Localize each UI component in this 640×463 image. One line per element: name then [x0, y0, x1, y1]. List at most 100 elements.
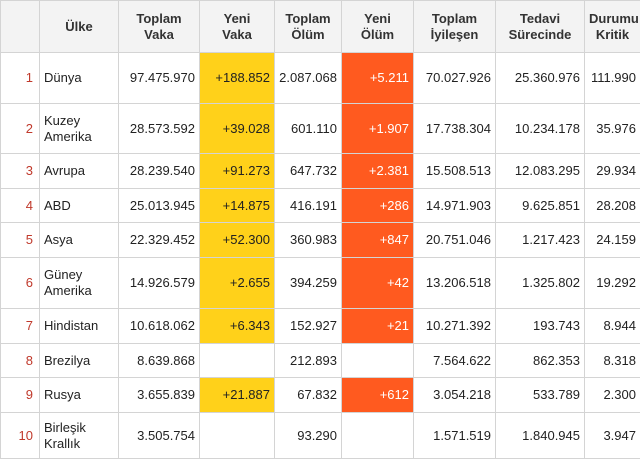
- new-cases-cell: [199, 412, 275, 459]
- total-cases-cell: 14.926.579: [118, 257, 200, 309]
- active-cases-cell: 25.360.976: [495, 52, 585, 104]
- new-cases-cell: +21.887: [199, 377, 275, 413]
- total-recovered-cell: 17.738.304: [413, 103, 496, 154]
- country-name: Dünya: [39, 52, 119, 104]
- active-cases-cell: 1.217.423: [495, 222, 585, 258]
- total-recovered-cell: 20.751.046: [413, 222, 496, 258]
- total-recovered-cell: 13.206.518: [413, 257, 496, 309]
- header-index[interactable]: [0, 0, 40, 53]
- total-deaths-cell: 601.110: [274, 103, 342, 154]
- row-index: 4: [0, 188, 40, 223]
- new-deaths-cell: +847: [341, 222, 414, 258]
- new-cases-cell: +52.300: [199, 222, 275, 258]
- critical-cases-cell: 29.934: [584, 153, 640, 189]
- new-cases-cell: [199, 343, 275, 378]
- active-cases-cell: 1.325.802: [495, 257, 585, 309]
- header-country[interactable]: Ülke: [39, 0, 119, 53]
- total-cases-cell: 8.639.868: [118, 343, 200, 378]
- critical-cases-cell: 24.159: [584, 222, 640, 258]
- header-new-cases[interactable]: Yeni Vaka: [199, 0, 275, 53]
- critical-cases-cell: 2.300: [584, 377, 640, 413]
- row-index: 10: [0, 412, 40, 459]
- country-name: Brezilya: [39, 343, 119, 378]
- header-row: Ülke Toplam Vaka Yeni Vaka Toplam Ölüm Yeni…: [0, 0, 640, 53]
- new-deaths-cell: +612: [341, 377, 414, 413]
- total-deaths-cell: 152.927: [274, 308, 342, 344]
- new-deaths-cell: +1.907: [341, 103, 414, 154]
- total-deaths-cell: 93.290: [274, 412, 342, 459]
- total-cases-cell: 25.013.945: [118, 188, 200, 223]
- header-total-recovered[interactable]: Toplam İyileşen: [413, 0, 496, 53]
- new-deaths-cell: [341, 343, 414, 378]
- new-deaths-cell: +286: [341, 188, 414, 223]
- total-deaths-cell: 212.893: [274, 343, 342, 378]
- row-index: 2: [0, 103, 40, 154]
- critical-cases-cell: 111.990: [584, 52, 640, 104]
- header-critical[interactable]: Durumu Kritik: [584, 0, 640, 53]
- country-name: Asya: [39, 222, 119, 258]
- row-index: 7: [0, 308, 40, 344]
- total-deaths-cell: 360.983: [274, 222, 342, 258]
- header-new-deaths[interactable]: Yeni Ölüm: [341, 0, 414, 53]
- row-index: 6: [0, 257, 40, 309]
- country-name: Kuzey Amerika: [39, 103, 119, 154]
- total-recovered-cell: 3.054.218: [413, 377, 496, 413]
- active-cases-cell: 193.743: [495, 308, 585, 344]
- total-cases-cell: 3.505.754: [118, 412, 200, 459]
- total-recovered-cell: 1.571.519: [413, 412, 496, 459]
- row-index: 5: [0, 222, 40, 258]
- total-cases-cell: 28.239.540: [118, 153, 200, 189]
- new-deaths-cell: [341, 412, 414, 459]
- table-row: 6 Güney Amerika 14.926.579 +2.655 394.25…: [0, 257, 640, 309]
- table-row: 8 Brezilya 8.639.868 212.893 7.564.622 8…: [0, 343, 640, 378]
- country-name: Rusya: [39, 377, 119, 413]
- row-index: 9: [0, 377, 40, 413]
- header-total-deaths[interactable]: Toplam Ölüm: [274, 0, 342, 53]
- table-row: 7 Hindistan 10.618.062 +6.343 152.927 +2…: [0, 308, 640, 344]
- header-active[interactable]: Tedavi Sürecinde: [495, 0, 585, 53]
- total-recovered-cell: 7.564.622: [413, 343, 496, 378]
- new-cases-cell: +6.343: [199, 308, 275, 344]
- table-row: 4 ABD 25.013.945 +14.875 416.191 +286 14…: [0, 188, 640, 223]
- new-deaths-cell: +42: [341, 257, 414, 309]
- active-cases-cell: 1.840.945: [495, 412, 585, 459]
- active-cases-cell: 9.625.851: [495, 188, 585, 223]
- critical-cases-cell: 35.976: [584, 103, 640, 154]
- table-row: 2 Kuzey Amerika 28.573.592 +39.028 601.1…: [0, 103, 640, 154]
- country-name: Avrupa: [39, 153, 119, 189]
- row-index: 8: [0, 343, 40, 378]
- total-deaths-cell: 67.832: [274, 377, 342, 413]
- total-recovered-cell: 10.271.392: [413, 308, 496, 344]
- country-name: Hindistan: [39, 308, 119, 344]
- total-cases-cell: 22.329.452: [118, 222, 200, 258]
- total-cases-cell: 28.573.592: [118, 103, 200, 154]
- active-cases-cell: 862.353: [495, 343, 585, 378]
- country-name: ABD: [39, 188, 119, 223]
- table-row: 10 Birleşik Krallık 3.505.754 93.290 1.5…: [0, 412, 640, 459]
- total-recovered-cell: 14.971.903: [413, 188, 496, 223]
- new-deaths-cell: +21: [341, 308, 414, 344]
- total-cases-cell: 10.618.062: [118, 308, 200, 344]
- active-cases-cell: 12.083.295: [495, 153, 585, 189]
- new-cases-cell: +91.273: [199, 153, 275, 189]
- table-row: 5 Asya 22.329.452 +52.300 360.983 +847 2…: [0, 222, 640, 258]
- new-deaths-cell: +2.381: [341, 153, 414, 189]
- total-deaths-cell: 647.732: [274, 153, 342, 189]
- active-cases-cell: 533.789: [495, 377, 585, 413]
- critical-cases-cell: 19.292: [584, 257, 640, 309]
- new-deaths-cell: +5.211: [341, 52, 414, 104]
- critical-cases-cell: 28.208: [584, 188, 640, 223]
- total-deaths-cell: 416.191: [274, 188, 342, 223]
- critical-cases-cell: 8.944: [584, 308, 640, 344]
- row-index: 3: [0, 153, 40, 189]
- total-cases-cell: 97.475.970: [118, 52, 200, 104]
- new-cases-cell: +14.875: [199, 188, 275, 223]
- total-recovered-cell: 15.508.513: [413, 153, 496, 189]
- new-cases-cell: +188.852: [199, 52, 275, 104]
- active-cases-cell: 10.234.178: [495, 103, 585, 154]
- table-row: 3 Avrupa 28.239.540 +91.273 647.732 +2.3…: [0, 153, 640, 189]
- country-name: Güney Amerika: [39, 257, 119, 309]
- new-cases-cell: +39.028: [199, 103, 275, 154]
- total-deaths-cell: 2.087.068: [274, 52, 342, 104]
- header-total-cases[interactable]: Toplam Vaka: [118, 0, 200, 53]
